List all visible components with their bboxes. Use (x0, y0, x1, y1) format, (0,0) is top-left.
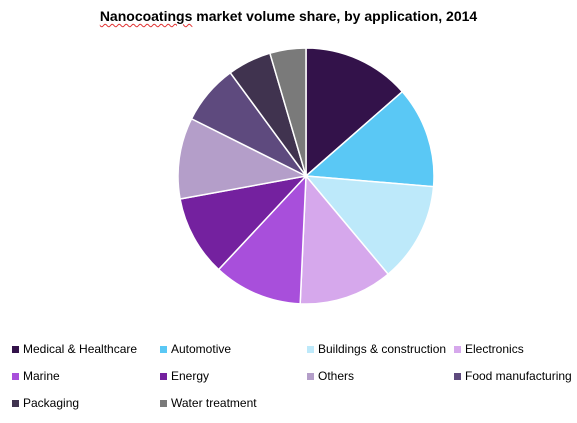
pie-slice-marine (217, 173, 307, 305)
legend-swatch (307, 345, 314, 353)
legend-label: Buildings & construction (318, 342, 447, 356)
legend-swatch (160, 399, 167, 407)
pie-chart (177, 47, 435, 305)
chart-title-flagged-word: Nanocoatings (99, 8, 193, 24)
legend-label: Others (318, 369, 355, 383)
legend-label: Marine (23, 369, 60, 383)
legend-swatch (12, 399, 19, 407)
legend-item-food-manufacturing: Food manufacturing (454, 367, 572, 385)
legend-item-electronics: Electronics (454, 340, 524, 358)
legend-swatch (454, 372, 461, 380)
legend-item-buildings-and-construction: Buildings & construction (307, 340, 446, 358)
pie-slice-automotive (304, 90, 435, 188)
legend-item-automotive: Automotive (160, 340, 231, 358)
legend-label: Packaging (23, 396, 80, 410)
legend-swatch (12, 345, 19, 353)
legend-label: Food manufacturing (465, 369, 572, 383)
pie-slice-medical-and-healthcare (305, 47, 404, 178)
pie-slice-energy (179, 174, 309, 271)
legend-swatch (160, 372, 167, 380)
legend-swatch (454, 345, 461, 353)
pie-slice-others (177, 117, 309, 200)
legend-item-packaging: Packaging (12, 394, 79, 412)
legend-label: Electronics (465, 342, 524, 356)
legend-item-energy: Energy (160, 367, 209, 385)
pie-slice-electronics (299, 174, 390, 305)
chart-title: Nanocoatings market volume share, by app… (0, 8, 577, 24)
pie-slices (177, 47, 435, 305)
legend-label: Water treatment (171, 396, 257, 410)
legend-item-others: Others (307, 367, 354, 385)
legend-label: Automotive (171, 342, 232, 356)
pie-slice-water-treatment (268, 47, 307, 177)
legend-swatch (12, 372, 19, 380)
legend-label: Medical & Healthcare (23, 342, 138, 356)
legend-swatch (160, 345, 167, 353)
pie-slice-buildings-and-construction (304, 175, 435, 276)
legend-label: Energy (171, 369, 210, 383)
legend-item-marine: Marine (12, 367, 60, 385)
legend-item-medical-and-healthcare: Medical & Healthcare (12, 340, 137, 358)
legend-item-water-treatment: Water treatment (160, 394, 257, 412)
legend-swatch (307, 372, 314, 380)
chart-title-rest: market volume share, by application, 201… (192, 8, 478, 24)
